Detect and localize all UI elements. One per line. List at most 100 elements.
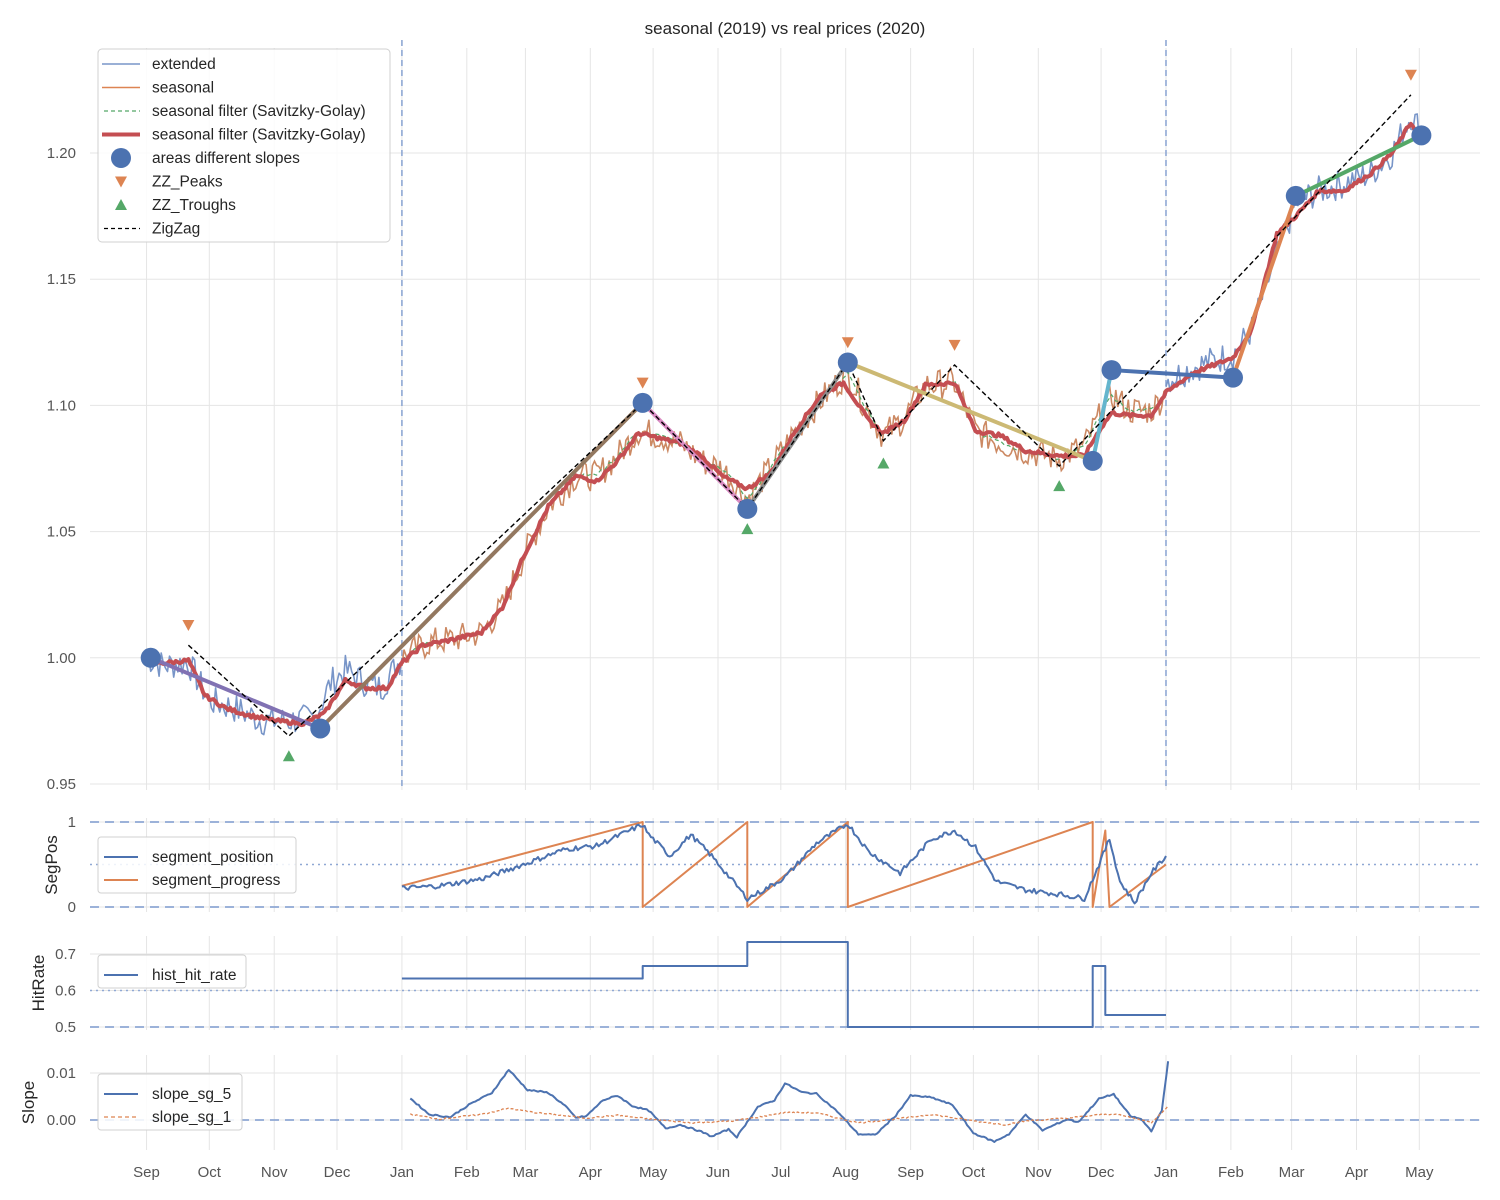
legend-label: areas different slopes bbox=[152, 150, 300, 167]
area-point bbox=[632, 392, 653, 413]
slope-sg-5-line bbox=[409, 1061, 1170, 1143]
x-tick-label: Nov bbox=[1025, 1164, 1052, 1181]
slope-segment-line bbox=[1111, 368, 1234, 380]
legend-label: ZZ_Peaks bbox=[152, 174, 223, 191]
slope-panel: 0.00 0.01 Slope slope_sg_5 slope_sg_1 bbox=[19, 1055, 1480, 1150]
y-tick-label: 0.00 bbox=[47, 1112, 76, 1129]
x-tick-label: Jan bbox=[390, 1164, 414, 1181]
segment-position-line bbox=[401, 823, 1167, 905]
legend-label: ZigZag bbox=[152, 221, 200, 238]
main-legend: extended seasonal seasonal filter (Savitzk… bbox=[97, 48, 391, 243]
area-point bbox=[737, 498, 758, 519]
slope-segment-line bbox=[149, 655, 322, 731]
x-tick-label: Nov bbox=[261, 1164, 288, 1181]
slope-segment-line bbox=[1231, 195, 1298, 379]
area-point bbox=[140, 647, 161, 668]
legend-label: seasonal filter (Savitzky-Golay) bbox=[152, 127, 366, 144]
y-tick-label: 1.00 bbox=[47, 650, 76, 667]
legend-label: seasonal filter (Savitzky-Golay) bbox=[152, 103, 366, 120]
chart-title: seasonal (2019) vs real prices (2020) bbox=[645, 19, 926, 38]
zz-trough-marker bbox=[1053, 480, 1066, 492]
area-point bbox=[1082, 450, 1103, 471]
x-axis: Sep Oct Nov Dec Jan Feb Mar Apr May Jun Jul Aug Sep O… bbox=[133, 1164, 1434, 1181]
seasonal-line bbox=[401, 361, 1167, 667]
x-tick-label: Jun bbox=[706, 1164, 730, 1181]
legend-label: extended bbox=[152, 56, 216, 73]
area-point bbox=[1411, 125, 1432, 146]
legend-label: slope_sg_5 bbox=[152, 1086, 231, 1103]
slope-sg-1-line bbox=[409, 1105, 1169, 1126]
zz-trough-marker bbox=[741, 523, 754, 535]
x-tick-label: Feb bbox=[454, 1164, 480, 1181]
x-tick-label: Oct bbox=[962, 1164, 986, 1181]
y-tick-label: 0.5 bbox=[55, 1019, 76, 1036]
y-tick-label: 0.7 bbox=[55, 946, 76, 963]
x-tick-label: Feb bbox=[1218, 1164, 1244, 1181]
y-tick-label: 1.15 bbox=[47, 271, 76, 288]
x-tick-label: Mar bbox=[512, 1164, 538, 1181]
x-tick-label: Sep bbox=[133, 1164, 160, 1181]
zz-peak-marker bbox=[636, 377, 649, 389]
area-point bbox=[837, 352, 858, 373]
legend-label: slope_sg_1 bbox=[152, 1109, 231, 1126]
legend-label: seasonal bbox=[152, 80, 214, 97]
y-tick-label: 0.6 bbox=[55, 983, 76, 1000]
x-tick-label: Dec bbox=[324, 1164, 351, 1181]
legend-box bbox=[97, 1073, 243, 1131]
legend-swatch bbox=[115, 199, 127, 210]
segpos-legend: segment_position segment_progress bbox=[97, 836, 297, 894]
hitrate-panel: 0.5 0.6 0.7 HitRate hist_hit_rate bbox=[29, 936, 1480, 1036]
area-point bbox=[1222, 367, 1243, 388]
x-tick-label: Jan bbox=[1154, 1164, 1178, 1181]
legend-label: segment_progress bbox=[152, 872, 281, 889]
zz-peak-marker bbox=[948, 339, 961, 351]
hist-hit-rate-line bbox=[401, 941, 1166, 1028]
x-tick-label: May bbox=[639, 1164, 668, 1181]
legend-label: ZZ_Troughs bbox=[152, 197, 236, 214]
y-axis-label: HitRate bbox=[29, 955, 48, 1012]
slope-segment-line bbox=[318, 401, 645, 730]
segpos-panel: 0 1 SegPos segment_position segment_progress bbox=[42, 814, 1480, 916]
x-tick-label: Apr bbox=[1345, 1164, 1368, 1181]
legend-swatch bbox=[111, 148, 131, 168]
seasonal-filter-dashed-line bbox=[401, 370, 1167, 661]
legend-swatch bbox=[115, 176, 127, 188]
y-axis-label: Slope bbox=[19, 1081, 38, 1124]
area-point bbox=[1285, 185, 1306, 206]
x-tick-label: May bbox=[1405, 1164, 1434, 1181]
legend-box bbox=[97, 954, 247, 989]
slope-segment-line bbox=[1294, 133, 1423, 198]
slope-segment-line bbox=[847, 360, 1094, 463]
zz-peak-marker bbox=[841, 337, 854, 349]
y-tick-label: 0.95 bbox=[47, 776, 76, 793]
x-tick-label: Oct bbox=[198, 1164, 222, 1181]
area-point bbox=[1101, 360, 1122, 381]
zz-trough-marker bbox=[877, 457, 890, 469]
zz-peak-marker bbox=[182, 619, 195, 631]
legend-label: segment_position bbox=[152, 849, 274, 866]
legend-label: hist_hit_rate bbox=[152, 967, 236, 984]
slope-segment-line bbox=[1090, 369, 1114, 462]
zz-peak-marker bbox=[1404, 69, 1417, 81]
y-tick-label: 1.10 bbox=[47, 397, 76, 414]
area-point bbox=[310, 718, 331, 739]
x-tick-label: Jul bbox=[771, 1164, 790, 1181]
x-tick-label: Dec bbox=[1088, 1164, 1115, 1181]
legend-box bbox=[97, 48, 391, 243]
y-tick-label: 0.01 bbox=[47, 1065, 76, 1082]
segment-progress-line bbox=[401, 821, 1167, 908]
legend-box bbox=[97, 836, 297, 894]
x-tick-label: Sep bbox=[897, 1164, 924, 1181]
y-tick-label: 1.05 bbox=[47, 524, 76, 541]
slope-legend: slope_sg_5 slope_sg_1 bbox=[97, 1073, 243, 1131]
hitrate-legend: hist_hit_rate bbox=[97, 954, 247, 989]
zz-trough-marker bbox=[282, 750, 295, 762]
y-axis-label: SegPos bbox=[42, 835, 61, 895]
main-panel: 0.95 1.00 1.05 1.10 1.15 1.20 extended seasonal… bbox=[47, 40, 1480, 793]
x-tick-label: Aug bbox=[832, 1164, 859, 1181]
x-tick-label: Apr bbox=[579, 1164, 602, 1181]
y-tick-label: 0 bbox=[68, 899, 76, 916]
x-tick-label: Mar bbox=[1279, 1164, 1305, 1181]
y-tick-label: 1.20 bbox=[47, 145, 76, 162]
